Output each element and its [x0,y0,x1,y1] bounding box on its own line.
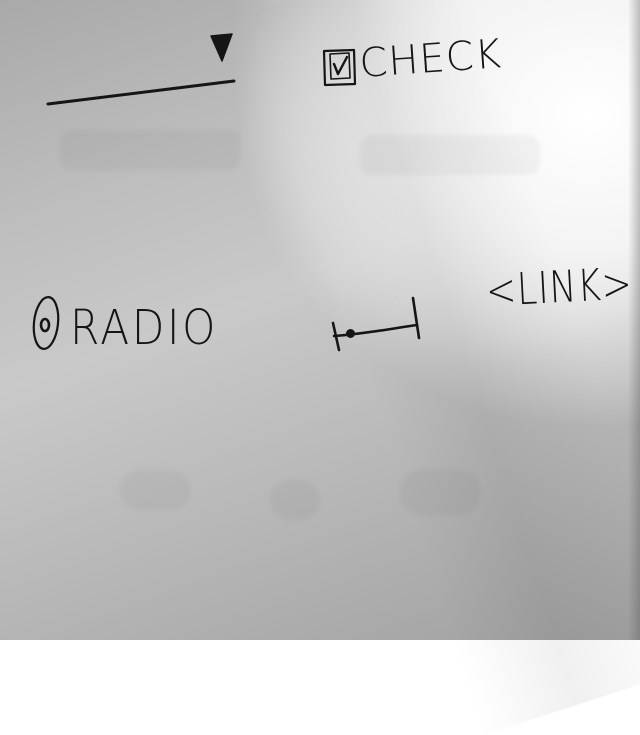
radio-label: RADIO [70,300,218,356]
checkbox-control[interactable] [320,44,360,88]
ghost-mark [400,470,480,515]
checkbox-label: CHECK [358,31,504,87]
slider-thumb[interactable] [346,329,356,339]
ghost-mark [60,130,240,170]
radio-button[interactable] [28,293,68,357]
ghost-mark [270,480,320,520]
link[interactable]: <LINK> [484,258,634,317]
radio-dot-icon [39,317,51,333]
slider-control[interactable] [325,290,425,354]
checkmark-icon [332,55,349,76]
dropdown-select[interactable] [40,25,250,115]
dropdown-arrow-icon[interactable] [208,31,238,65]
paper-background [0,0,640,640]
ghost-mark [360,135,540,175]
paper-edge [628,0,640,640]
ghost-mark [120,470,190,510]
